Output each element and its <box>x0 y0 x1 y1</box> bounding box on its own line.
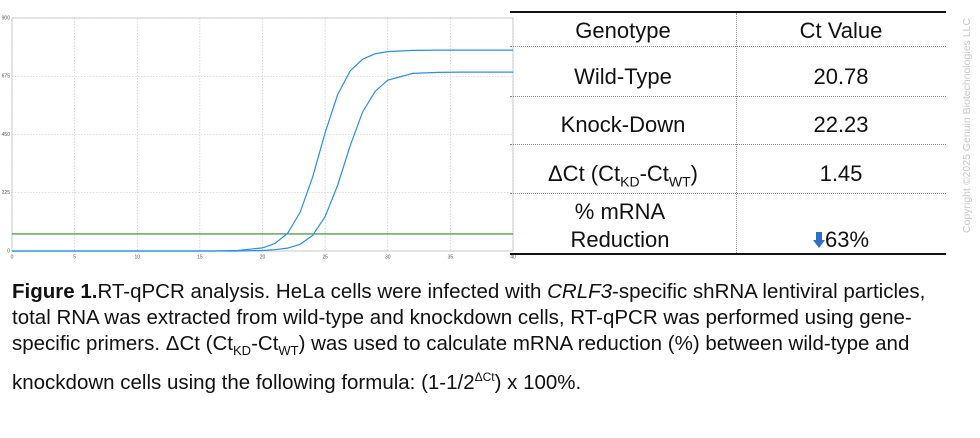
subscript: KD <box>233 343 252 359</box>
y-tick-label: 450 <box>2 132 11 138</box>
x-tick-label: 10 <box>134 254 140 260</box>
subscript: WT <box>668 173 691 190</box>
cell: Wild-Type <box>574 64 672 89</box>
column-divider <box>736 13 737 253</box>
cell: 1.45 <box>819 161 863 186</box>
row-divider <box>510 46 946 47</box>
y-tick-label: 225 <box>2 190 11 196</box>
subscript: WT <box>278 343 299 359</box>
x-tick-label: 40 <box>510 254 516 260</box>
text: ) was used to calculate mRNA reduction (… <box>12 332 910 394</box>
amplification-curve <box>12 49 513 252</box>
subscript: KD <box>620 173 640 190</box>
superscript: ΔCt <box>474 370 495 385</box>
x-tick-label: 15 <box>197 254 203 260</box>
watermark: Copyright ©2025 Genuin Biotechnologies L… <box>961 18 973 233</box>
cell: Knock-Down <box>560 112 686 137</box>
gene-name: CRLF3 <box>547 280 613 303</box>
x-tick-label: 0 <box>11 254 14 260</box>
cell: 20.78 <box>813 64 869 89</box>
chart: 0 225 450 675 900 0 5 10 15 20 25 30 35 40 <box>2 15 516 260</box>
x-tick-label: 5 <box>73 254 76 260</box>
row-divider <box>510 144 946 145</box>
text: RT-qPCR analysis. HeLa cells were infect… <box>97 280 548 303</box>
header-cell: Ct Value <box>799 18 883 43</box>
row-divider <box>510 96 946 97</box>
table-top-rule <box>510 11 946 13</box>
text: -Ct <box>251 332 279 355</box>
caption-label: Figure 1. <box>12 280 98 303</box>
y-tick-label: 675 <box>2 74 11 80</box>
cell: ΔCt (CtKD-CtWT) <box>512 161 734 189</box>
y-tick-label: 0 <box>7 248 10 254</box>
x-tick-label: 30 <box>385 254 391 260</box>
down-arrow-icon <box>812 232 825 248</box>
x-tick-label: 35 <box>448 254 454 260</box>
text: ΔCt (Ct <box>547 161 621 186</box>
text: -specific shRNA lentiviral particles, to… <box>12 280 926 355</box>
cell: % mRNA Reduction <box>570 199 670 252</box>
text: -Ct <box>639 161 669 186</box>
text: 63% <box>824 227 870 252</box>
cell: 22.23 <box>813 112 869 137</box>
cell: 63% <box>738 227 944 253</box>
table-bottom-rule <box>510 253 946 255</box>
row-divider <box>510 193 946 194</box>
x-tick-label: 25 <box>322 254 328 260</box>
amplification-curve <box>12 71 513 252</box>
header-cell: Genotype <box>575 18 671 43</box>
x-tick-label: 20 <box>260 254 266 260</box>
y-tick-label: 900 <box>2 15 11 21</box>
text: ) <box>690 161 698 186</box>
text: ) x 100%. <box>494 370 582 394</box>
caption: Figure 1.RT-qPCR analysis. HeLa cells we… <box>12 279 957 396</box>
